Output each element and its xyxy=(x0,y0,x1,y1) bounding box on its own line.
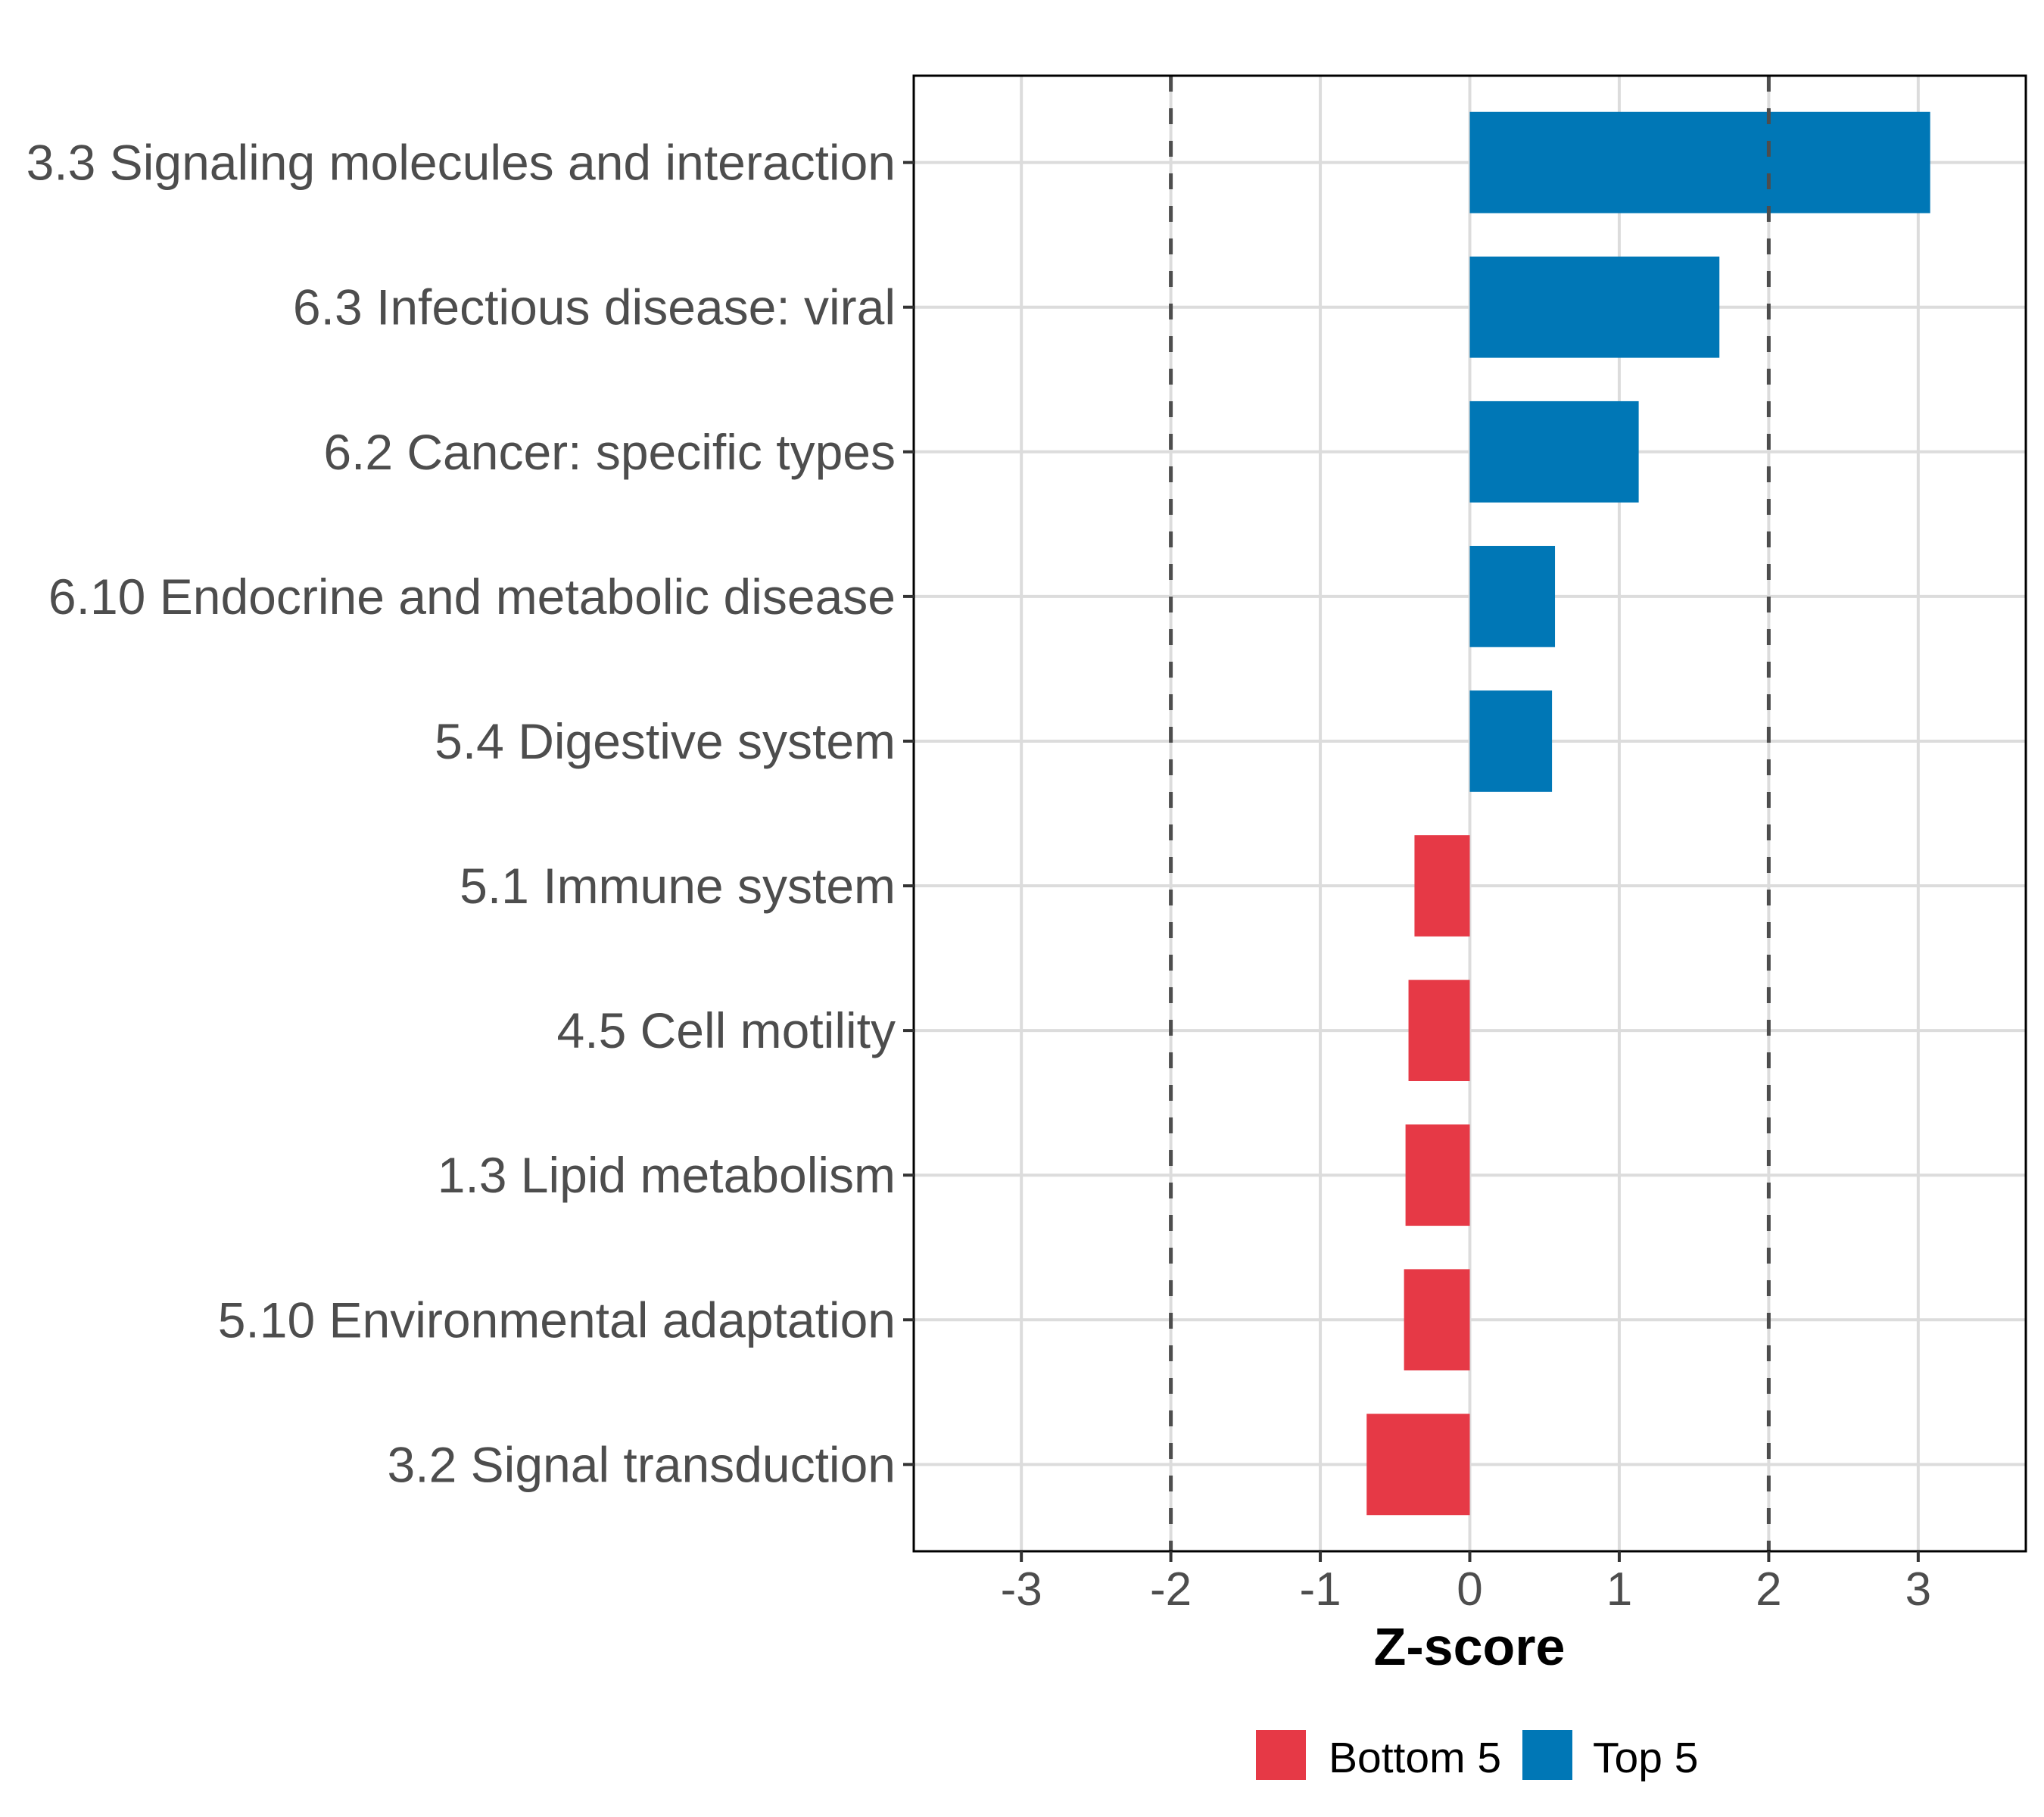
category-label: 5.4 Digestive system xyxy=(435,713,896,769)
bar-top-2 xyxy=(1469,400,1639,503)
x-tick-label: 3 xyxy=(1905,1563,1931,1616)
x-axis-title: Z-score xyxy=(1374,1617,1566,1676)
category-label: 3.2 Signal transduction xyxy=(388,1436,896,1492)
x-tick-label: -2 xyxy=(1150,1563,1192,1616)
bar-top-3 xyxy=(1469,546,1556,647)
x-tick-label: -1 xyxy=(1299,1563,1341,1616)
x-tick-label: 0 xyxy=(1457,1563,1482,1616)
legend-label-top-5: Top 5 xyxy=(1593,1734,1698,1782)
bar-top-0 xyxy=(1469,111,1930,213)
y-axis: 3.3 Signaling molecules and interaction 6… xyxy=(26,135,914,1492)
category-label: 6.10 Endocrine and metabolic disease xyxy=(48,569,896,625)
x-tick-label: 2 xyxy=(1756,1563,1781,1616)
category-label: 6.3 Infectious disease: viral xyxy=(293,279,896,335)
x-tick-label: -3 xyxy=(1001,1563,1042,1616)
legend-key-bottom-5 xyxy=(1256,1730,1306,1780)
x-tick-label: 1 xyxy=(1606,1563,1632,1616)
bars xyxy=(1366,111,1930,1516)
category-label: 3.3 Signaling molecules and interaction xyxy=(26,135,896,191)
legend-key-top-5 xyxy=(1522,1730,1572,1780)
legend-label-bottom-5: Bottom 5 xyxy=(1329,1734,1501,1782)
bar-top-4 xyxy=(1469,690,1553,792)
category-label: 1.3 Lipid metabolism xyxy=(438,1147,896,1203)
x-axis: -3 -2 -1 0 1 2 3 xyxy=(1001,1551,1931,1616)
bar-bottom-9 xyxy=(1366,1413,1470,1516)
category-label: 5.1 Immune system xyxy=(460,858,896,914)
category-label: 5.10 Environmental adaptation xyxy=(218,1292,896,1348)
bar-bottom-5 xyxy=(1414,835,1470,937)
category-label: 6.2 Cancer: specific types xyxy=(323,424,896,480)
category-label: 4.5 Cell motility xyxy=(557,1002,896,1058)
bar-bottom-7 xyxy=(1405,1124,1470,1226)
legend: Bottom 5 Top 5 xyxy=(1256,1730,1698,1782)
bar-bottom-6 xyxy=(1408,980,1470,1081)
bar-bottom-8 xyxy=(1404,1269,1470,1371)
bar-top-1 xyxy=(1469,256,1720,358)
